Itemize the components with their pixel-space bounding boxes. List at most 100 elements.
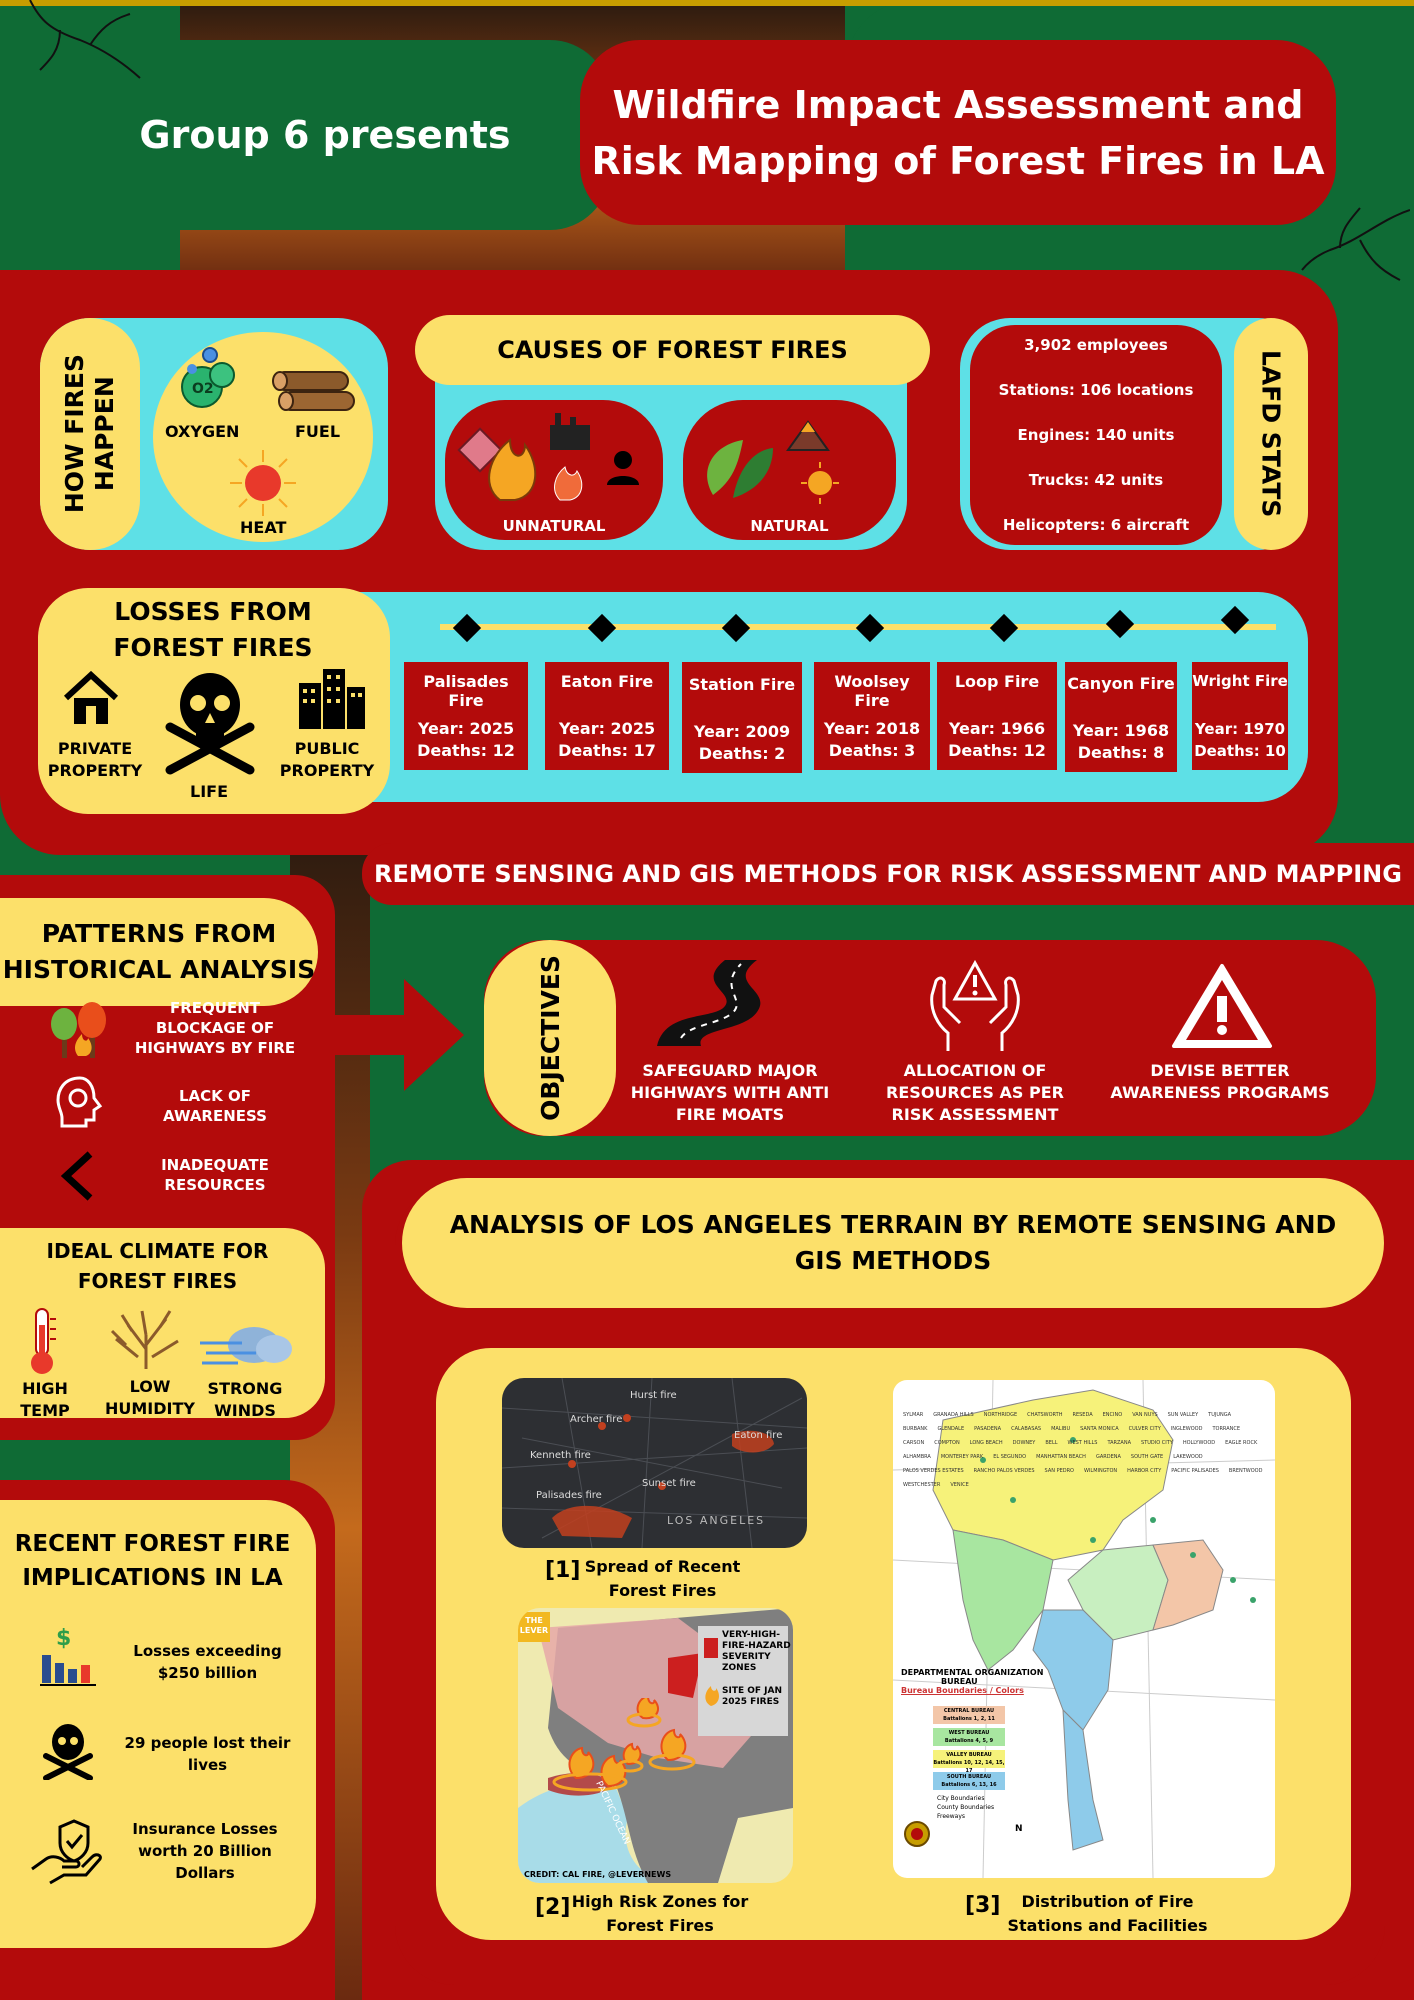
fire-card-palisades: Palisades Fire Year: 2025 Deaths: 12 <box>402 660 530 772</box>
fire-deaths: Deaths: 10 <box>1194 742 1286 760</box>
losses-title-2: FOREST FIRES <box>113 633 313 662</box>
natural-label: NATURAL <box>750 517 829 535</box>
fuel-logs-icon <box>272 371 355 411</box>
fire-name: Station Fire <box>688 675 796 694</box>
title-banner: Wildfire Impact Assessment and Risk Mapp… <box>580 40 1336 225</box>
money-chart-icon: $ <box>40 1626 96 1686</box>
climate-high-1: HIGH <box>22 1379 68 1398</box>
sun-heat-icon <box>230 450 296 516</box>
lafd-stats-box: 3,902 employees Stations: 106 locations … <box>970 325 1222 545</box>
objective-1-line2: HIGHWAYS WITH ANTI <box>630 1083 830 1102</box>
map3-south-1: SOUTH BUREAU <box>946 1774 992 1780</box>
objective-3-line2: AWARENESS PROGRAMS <box>1110 1083 1330 1102</box>
map2-legend-2a: SITE OF JAN <box>722 1686 783 1696</box>
fire-card-canyon: Canyon Fire Year: 1968 Deaths: 8 <box>1063 660 1179 774</box>
objectives-title: OBJECTIVES <box>535 955 565 1121</box>
climate-low-1: LOW <box>129 1377 171 1396</box>
dry-bush-icon <box>110 1310 179 1369</box>
climate-wind-1: STRONG <box>207 1379 283 1398</box>
pattern-1-line2: BLOCKAGE OF <box>155 1019 275 1037</box>
fire-deaths: Deaths: 17 <box>558 741 656 760</box>
svg-text:O2: O2 <box>192 381 214 397</box>
heat-label: HEAT <box>240 518 287 537</box>
page-title-line2: Risk Mapping of Forest Fires in LA <box>591 138 1325 183</box>
oxygen-icon: O2 <box>181 347 235 408</box>
map1-palisades: Palisades fire <box>536 1490 602 1501</box>
lafd-employees: 3,902 employees <box>1024 335 1168 354</box>
pattern-1-line3: HIGHWAYS BY FIRE <box>134 1039 296 1057</box>
climate-title-1: IDEAL CLIMATE FOR <box>46 1239 269 1263</box>
private-label-1: PRIVATE <box>57 739 133 758</box>
climate-title-2: FOREST FIRES <box>77 1269 238 1293</box>
climate-low-2: HUMIDITY <box>105 1399 195 1418</box>
map2-legend-2b: 2025 FIRES <box>722 1697 780 1707</box>
head-awareness-icon <box>56 1076 103 1128</box>
fire-card-loop: Loop Fire Year: 1966 Deaths: 12 <box>935 660 1059 772</box>
lafd-title: LAFD STATS <box>1256 350 1286 518</box>
map1-number: [1] <box>545 1558 581 1583</box>
how-fires-title-2: HAPPEN <box>90 376 119 492</box>
map2-number: [2] <box>535 1895 571 1920</box>
objectives-title-box: OBJECTIVES <box>484 940 616 1136</box>
how-fires-title-1: HOW FIRES <box>60 354 89 514</box>
map3-number: [3] <box>965 1893 1001 1918</box>
map2-legend-swatch <box>704 1638 718 1658</box>
map3-city: City Boundaries <box>937 1795 985 1802</box>
fire-year: Year: 2025 <box>558 719 656 738</box>
remote-sensing-banner: REMOTE SENSING AND GIS METHODS FOR RISK … <box>362 843 1414 905</box>
map3-caption-2: Stations and Facilities <box>1007 1916 1208 1935</box>
wind-cloud-icon <box>200 1327 292 1365</box>
fire-spread-map: Hurst fire Archer fire Eaton fire Kennet… <box>502 1378 807 1548</box>
fire-card-woolsey: Woolsey Fire Year: 2018 Deaths: 3 <box>812 660 932 772</box>
fire-sites-icon <box>552 1698 696 1792</box>
fire-year: Year: 1968 <box>1072 721 1170 740</box>
public-label-2: PROPERTY <box>279 761 375 780</box>
fire-name: Loop Fire <box>954 672 1040 691</box>
analysis-title-1: ANALYSIS OF LOS ANGELES TERRAIN BY REMOT… <box>449 1210 1337 1239</box>
natural-causes-icons <box>707 420 839 504</box>
map3-north: N <box>1015 1824 1023 1834</box>
recent-2-line2: lives <box>187 1756 228 1774</box>
map1-eaton: Eaton fire <box>734 1430 783 1441</box>
oxygen-label: OXYGEN <box>165 422 240 441</box>
lafd-trucks: Trucks: 42 units <box>1028 470 1164 489</box>
objective-2-line1: ALLOCATION OF <box>903 1061 1047 1080</box>
patterns-title-1: PATTERNS FROM <box>41 919 277 948</box>
group-label: Group 6 presents <box>139 113 511 157</box>
climate-high-2: TEMP <box>20 1401 70 1420</box>
map3-caption-1: Distribution of Fire <box>1021 1892 1194 1911</box>
map3-valley-1: VALLEY BUREAU <box>946 1752 992 1758</box>
fire-year: Year: 2009 <box>693 722 791 741</box>
house-icon <box>63 670 119 724</box>
map2-lever-1: THE <box>525 1616 543 1625</box>
fire-deaths: Deaths: 12 <box>417 741 515 760</box>
map3-central-1: CENTRAL BUREAU <box>943 1708 995 1714</box>
recent-box <box>0 1500 316 1948</box>
fire-year: Year: 1966 <box>948 719 1046 738</box>
lafd-engines: Engines: 140 units <box>1017 425 1175 444</box>
map2-caption-1: High Risk Zones for <box>571 1892 749 1911</box>
map2-legend-1a: VERY-HIGH- <box>722 1630 781 1640</box>
map3-boundaries: Bureau Boundaries / Colors <box>901 1686 1024 1695</box>
patterns-title-box: PATTERNS FROM HISTORICAL ANALYSIS <box>0 898 318 1006</box>
fire-name: Canyon Fire <box>1067 674 1175 693</box>
map1-sunset: Sunset fire <box>642 1478 696 1489</box>
recent-3-line2: worth 20 Billion <box>138 1842 272 1860</box>
fire-card-wright: Wright Fire Year: 1970 Deaths: 10 <box>1190 660 1290 772</box>
how-fires-label-box: HOW FIRES HAPPEN <box>40 318 140 550</box>
recent-title-2: IMPLICATIONS IN LA <box>22 1565 283 1591</box>
flame-legend-icon <box>705 1686 719 1706</box>
map1-caption-2: Forest Fires <box>608 1581 717 1600</box>
svg-text:$: $ <box>56 1626 71 1651</box>
fire-deaths: Deaths: 12 <box>948 741 1046 760</box>
insurance-hand-icon <box>31 1819 102 1885</box>
map2-credit: CREDIT: CAL FIRE, @LEVERNEWS <box>524 1870 672 1879</box>
fuel-label: FUEL <box>295 422 341 441</box>
map1-kenneth: Kenneth fire <box>530 1450 591 1461</box>
page-title-line1: Wildfire Impact Assessment and <box>612 82 1304 127</box>
pattern-3-line1: INADEQUATE <box>161 1156 269 1174</box>
map2-legend-1d: ZONES <box>722 1663 757 1673</box>
objective-2-line3: RISK ASSESSMENT <box>891 1105 1059 1124</box>
objective-2-line2: RESOURCES AS PER <box>886 1083 1064 1102</box>
fire-stations-map: DEPARTMENTAL ORGANIZATION BUREAU Bureau … <box>893 1380 1275 1878</box>
